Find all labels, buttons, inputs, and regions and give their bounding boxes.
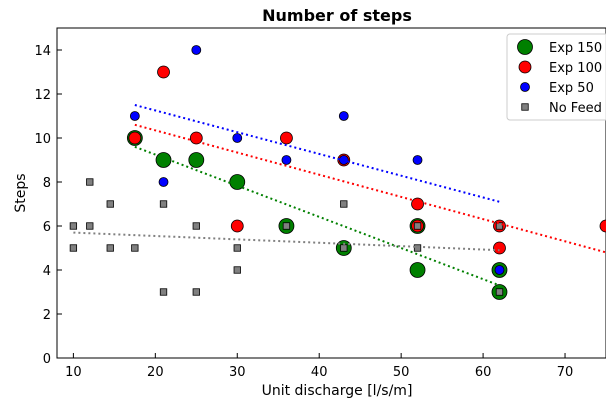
point-series-4 [69, 244, 78, 252]
legend-label-series-3: Exp 50 [549, 81, 594, 96]
y-tick-label: 14 [34, 44, 51, 59]
point-series-4 [233, 266, 241, 274]
trend-line-series-2 [134, 123, 606, 254]
point-series-4 [86, 178, 94, 186]
point-series-2 [493, 241, 506, 255]
x-tick-label: 50 [393, 365, 410, 380]
point-series-3 [494, 265, 505, 275]
point-series-2 [230, 219, 244, 233]
point-series-4 [106, 244, 114, 252]
trend-line-series-1 [134, 145, 500, 287]
legend-label-series-4: No Feed [549, 101, 602, 116]
point-series-4 [69, 222, 78, 230]
point-series-2 [280, 131, 293, 145]
y-tick-label: 10 [34, 132, 51, 147]
point-series-3 [281, 155, 292, 165]
trend-line-series-4 [73, 231, 500, 252]
legend-marker-series-2 [518, 60, 532, 74]
x-tick-label: 30 [229, 365, 246, 380]
point-series-4 [192, 222, 200, 230]
point-series-4 [159, 200, 168, 208]
point-series-2 [599, 219, 606, 233]
x-tick-label: 40 [311, 365, 328, 380]
x-tick-label: 20 [147, 365, 164, 380]
legend-box [506, 33, 606, 121]
point-series-2 [157, 65, 170, 79]
point-series-4 [413, 244, 422, 252]
point-series-4 [340, 244, 348, 252]
plot-frame [56, 27, 606, 359]
y-tick-label: 4 [43, 264, 51, 279]
legend-marker-series-4 [521, 103, 529, 111]
point-series-1 [188, 152, 205, 168]
point-series-4 [159, 288, 168, 296]
point-series-3 [158, 177, 169, 187]
legend-marker-series-3 [520, 82, 530, 92]
y-tick-label: 6 [43, 220, 51, 235]
point-series-4 [192, 288, 200, 296]
legend-label-series-2: Exp 100 [549, 61, 602, 76]
point-series-2 [411, 197, 424, 211]
y-tick-label: 12 [34, 88, 51, 103]
legend-label-series-1: Exp 150 [549, 41, 602, 56]
point-series-4 [495, 288, 504, 296]
x-axis-label: Unit discharge [l/s/m] [262, 383, 413, 399]
x-tick-label: 70 [557, 365, 574, 380]
trend-line-series-3 [134, 104, 500, 203]
point-series-3 [338, 111, 349, 121]
point-series-4 [495, 222, 504, 230]
point-series-1 [409, 262, 426, 278]
y-tick-label: 2 [43, 308, 51, 323]
point-series-2 [128, 131, 142, 145]
chart-title: Number of steps [262, 6, 412, 25]
y-axis-label: Steps [13, 173, 29, 212]
legend-marker-series-1 [517, 39, 533, 55]
point-series-4 [106, 200, 114, 208]
point-series-4 [413, 222, 422, 230]
point-series-2 [189, 131, 203, 145]
y-tick-label: 8 [43, 176, 51, 191]
point-series-4 [233, 244, 241, 252]
point-series-4 [340, 200, 348, 208]
point-series-4 [131, 244, 139, 252]
point-series-3 [412, 155, 423, 165]
point-series-3 [191, 45, 202, 55]
y-tick-label: 0 [43, 352, 51, 367]
point-series-4 [86, 222, 94, 230]
point-series-3 [232, 133, 243, 143]
x-tick-label: 60 [475, 365, 492, 380]
point-series-3 [129, 111, 140, 121]
x-tick-label: 10 [65, 365, 82, 380]
point-series-4 [282, 222, 291, 230]
